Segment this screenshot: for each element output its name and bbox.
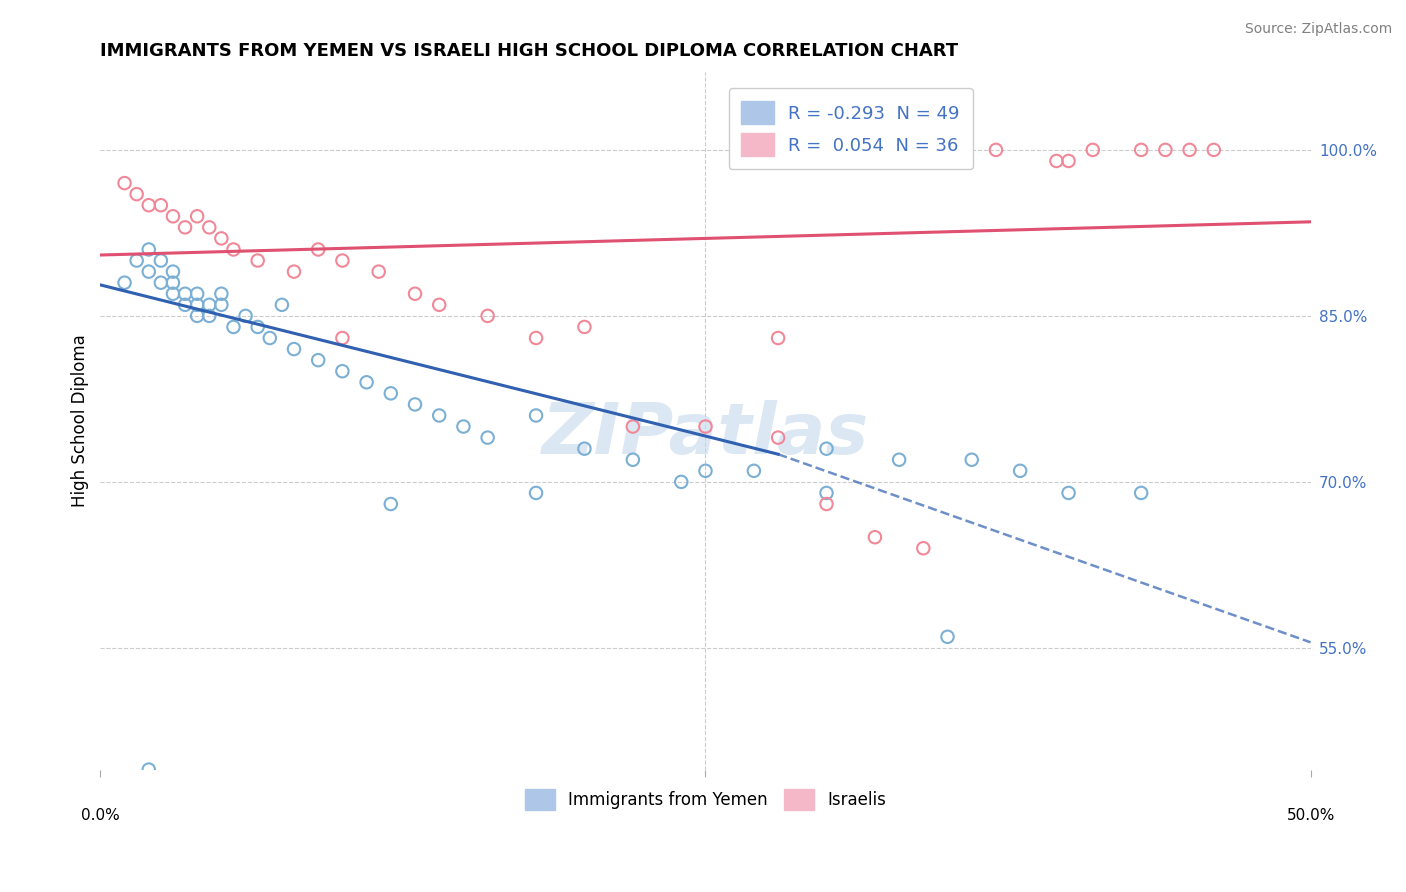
Point (453, 419, 475, 434)
Point (477, 431, 499, 445)
Point (246, 253, 269, 268)
Point (162, 276, 184, 290)
Point (404, 397, 426, 411)
Text: 50.0%: 50.0% (1286, 808, 1334, 823)
Point (1057, 153, 1080, 168)
Point (138, 243, 160, 257)
Text: 0.0%: 0.0% (82, 808, 120, 823)
Point (1178, 143, 1201, 157)
Point (1202, 143, 1225, 157)
Point (174, 286, 197, 301)
Point (222, 243, 245, 257)
Point (356, 376, 378, 390)
Point (209, 231, 232, 245)
Point (174, 220, 197, 235)
Point (984, 143, 1007, 157)
Point (815, 497, 838, 511)
Point (332, 253, 354, 268)
Point (307, 243, 329, 257)
Point (574, 320, 596, 334)
Point (477, 309, 499, 323)
Point (138, 763, 160, 777)
Point (162, 286, 184, 301)
Point (380, 497, 402, 511)
Point (162, 209, 184, 223)
Point (332, 364, 354, 378)
Point (404, 286, 426, 301)
Point (125, 253, 148, 268)
Point (887, 452, 910, 467)
Point (524, 331, 547, 345)
Point (524, 486, 547, 500)
Point (198, 298, 221, 312)
Point (574, 442, 596, 456)
Point (863, 530, 886, 544)
Point (766, 431, 789, 445)
Point (1154, 143, 1177, 157)
Point (621, 419, 644, 434)
Point (209, 298, 232, 312)
Point (1010, 464, 1032, 478)
Point (283, 342, 305, 356)
Point (912, 541, 935, 556)
Point (621, 452, 644, 467)
Legend: Immigrants from Yemen, Israelis: Immigrants from Yemen, Israelis (517, 782, 893, 817)
Point (815, 442, 838, 456)
Point (114, 276, 136, 290)
Point (186, 298, 208, 312)
Point (427, 298, 450, 312)
Point (174, 298, 197, 312)
Point (1045, 153, 1067, 168)
Text: ZIPatlas: ZIPatlas (541, 401, 869, 469)
Point (1081, 143, 1104, 157)
Point (695, 419, 717, 434)
Point (138, 198, 160, 212)
Point (1130, 486, 1153, 500)
Point (332, 331, 354, 345)
Point (524, 409, 547, 423)
Point (742, 464, 765, 478)
Point (125, 187, 148, 202)
Point (186, 286, 208, 301)
Point (367, 265, 389, 279)
Point (380, 386, 402, 401)
Point (222, 320, 245, 334)
Point (766, 331, 789, 345)
Point (960, 452, 983, 467)
Point (149, 198, 172, 212)
Point (149, 276, 172, 290)
Y-axis label: High School Diploma: High School Diploma (72, 334, 89, 508)
Text: Source: ZipAtlas.com: Source: ZipAtlas.com (1244, 22, 1392, 37)
Point (186, 209, 208, 223)
Point (114, 176, 136, 190)
Point (186, 309, 208, 323)
Point (259, 331, 281, 345)
Point (149, 253, 172, 268)
Point (138, 265, 160, 279)
Point (936, 630, 959, 644)
Point (235, 309, 257, 323)
Point (246, 320, 269, 334)
Point (198, 309, 221, 323)
Point (671, 475, 693, 489)
Point (270, 298, 292, 312)
Point (1057, 486, 1080, 500)
Text: IMMIGRANTS FROM YEMEN VS ISRAELI HIGH SCHOOL DIPLOMA CORRELATION CHART: IMMIGRANTS FROM YEMEN VS ISRAELI HIGH SC… (100, 42, 959, 60)
Point (427, 409, 450, 423)
Point (209, 286, 232, 301)
Point (162, 265, 184, 279)
Point (283, 265, 305, 279)
Point (1130, 143, 1153, 157)
Point (815, 486, 838, 500)
Point (198, 220, 221, 235)
Point (695, 464, 717, 478)
Point (307, 353, 329, 368)
